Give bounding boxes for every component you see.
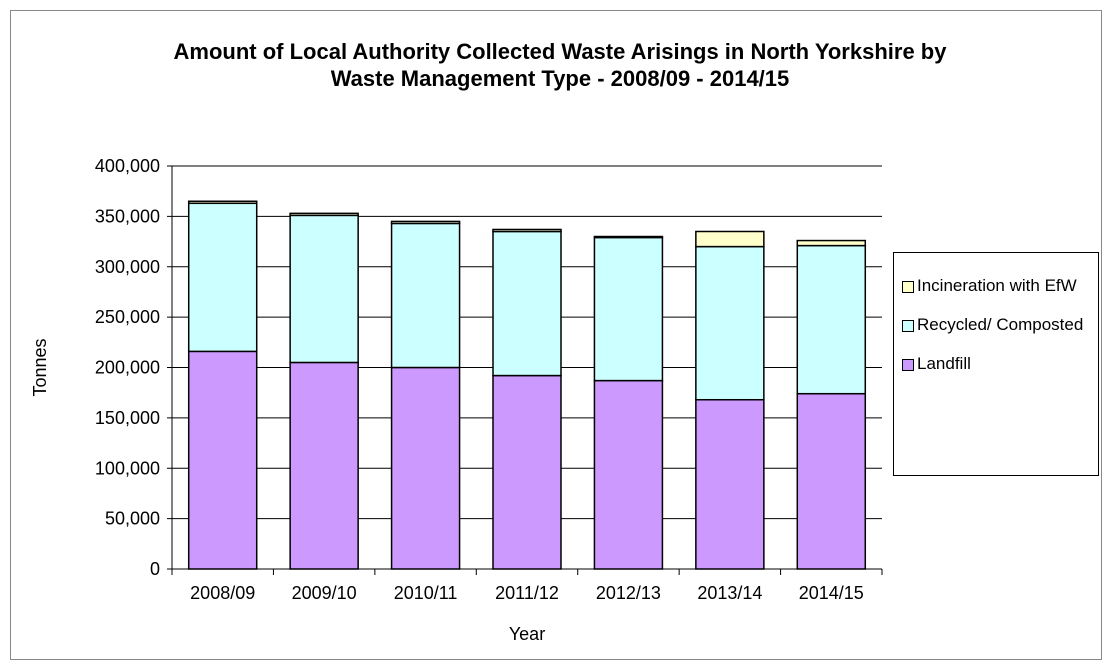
bar-segment (492, 374, 562, 570)
y-tick-label: 0 (150, 559, 160, 579)
legend-label: Recycled/ Composted (917, 315, 1084, 334)
legend-swatch (902, 320, 914, 332)
bar-segment (492, 230, 562, 377)
bar-segment (187, 200, 258, 205)
y-tick-label: 300,000 (95, 257, 160, 277)
legend-swatch (902, 281, 914, 293)
legend-item: Landfill (902, 353, 1092, 374)
bar-segment (390, 222, 461, 369)
bar-segment (187, 202, 258, 353)
bar-segment (492, 228, 562, 233)
bar-segment (390, 366, 461, 570)
y-tick-label: 400,000 (95, 156, 160, 176)
bar-segment (289, 361, 359, 570)
bar-segment (796, 239, 867, 247)
bar-segment (593, 235, 664, 239)
bar-segment (187, 350, 258, 570)
bar-segment (796, 392, 867, 570)
bar-segment (695, 398, 765, 570)
legend-label: Landfill (917, 354, 971, 373)
x-tick-label: 2009/10 (292, 583, 357, 603)
legend-swatch (902, 359, 914, 371)
y-tick-label: 150,000 (95, 408, 160, 428)
legend: Incineration with EfW Recycled/ Composted… (893, 252, 1099, 476)
bar-segment (695, 230, 765, 248)
x-axis-label: Year (509, 624, 545, 644)
legend-item: Recycled/ Composted (902, 314, 1092, 335)
bar-segment (593, 379, 664, 570)
y-tick-label: 50,000 (105, 509, 160, 529)
x-tick-label: 2014/15 (799, 583, 864, 603)
bar-segment (796, 244, 867, 395)
x-tick-label: 2008/09 (190, 583, 255, 603)
y-tick-label: 350,000 (95, 206, 160, 226)
bar-segment (289, 212, 359, 217)
bar-segment (390, 220, 461, 225)
y-tick-label: 100,000 (95, 458, 160, 478)
y-tick-label: 200,000 (95, 358, 160, 378)
y-axis-label: Tonnes (30, 338, 50, 396)
legend-item: Incineration with EfW (902, 275, 1092, 296)
y-tick-label: 250,000 (95, 307, 160, 327)
bar-segment (289, 214, 359, 364)
bar-segment (593, 236, 664, 382)
x-tick-label: 2013/14 (697, 583, 762, 603)
chart-title: Amount of Local Authority Collected Wast… (173, 39, 947, 91)
x-tick-label: 2012/13 (596, 583, 661, 603)
legend-label: Incineration with EfW (917, 276, 1077, 295)
x-tick-label: 2011/12 (495, 583, 559, 603)
x-tick-label: 2010/11 (394, 583, 458, 603)
bar-segment (695, 245, 765, 401)
